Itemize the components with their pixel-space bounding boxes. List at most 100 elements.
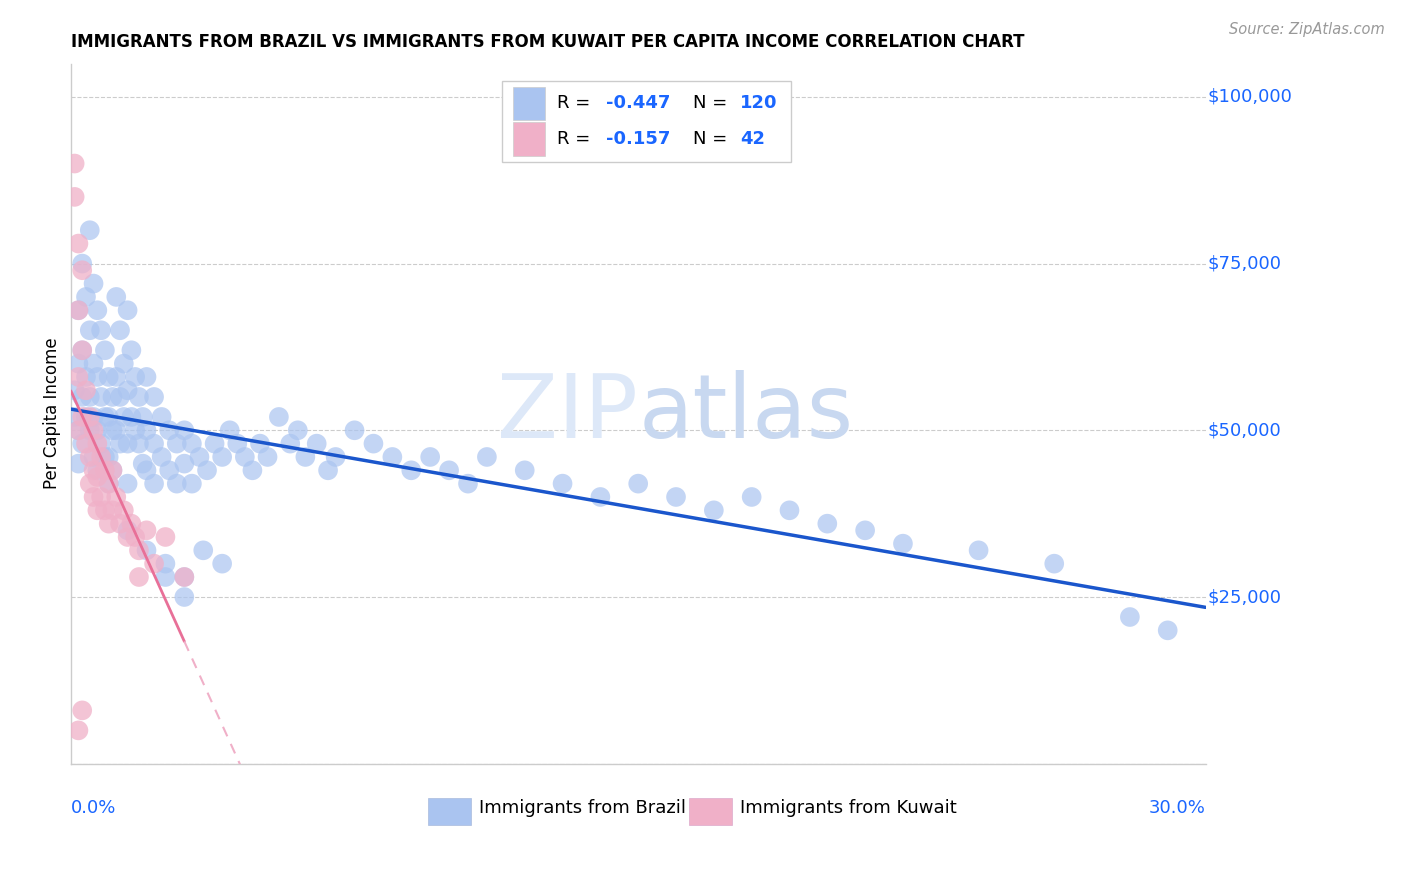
Point [63, 384, 86, 398]
Point [83, 423, 105, 437]
Point [70, 343, 93, 358]
Point [1119, 610, 1142, 624]
Point [173, 590, 195, 604]
Point [108, 390, 131, 404]
Point [79, 409, 101, 424]
Point [70, 390, 93, 404]
Point [155, 530, 177, 544]
Point [143, 436, 166, 450]
Point [94, 463, 117, 477]
Point [75, 370, 97, 384]
Point [67, 423, 90, 437]
Point [124, 423, 146, 437]
Point [105, 490, 128, 504]
Text: 0.0%: 0.0% [70, 798, 117, 817]
Point [188, 450, 211, 464]
Point [67, 723, 90, 738]
Point [105, 370, 128, 384]
Point [108, 516, 131, 531]
Text: 30.0%: 30.0% [1149, 798, 1205, 817]
Y-axis label: Per Capita Income: Per Capita Income [44, 338, 60, 490]
Point [63, 409, 86, 424]
Point [128, 570, 150, 584]
Point [278, 436, 301, 450]
Point [381, 450, 404, 464]
Point [128, 436, 150, 450]
Point [193, 543, 215, 558]
Point [135, 543, 157, 558]
Bar [513, 122, 546, 156]
Point [97, 450, 120, 464]
Point [287, 423, 309, 437]
Point [70, 703, 93, 717]
Point [86, 423, 108, 437]
Point [70, 263, 93, 277]
Point [226, 436, 249, 450]
Point [70, 409, 93, 424]
Point [305, 436, 328, 450]
Point [135, 423, 157, 437]
Point [117, 303, 139, 318]
Text: Immigrants from Brazil: Immigrants from Brazil [479, 799, 686, 817]
Point [101, 390, 124, 404]
Point [112, 503, 135, 517]
Point [83, 490, 105, 504]
Point [90, 436, 112, 450]
Text: atlas: atlas [638, 370, 853, 457]
Point [132, 409, 155, 424]
Point [120, 516, 142, 531]
Point [419, 450, 441, 464]
Point [211, 450, 233, 464]
Point [211, 557, 233, 571]
Point [86, 303, 108, 318]
Point [316, 463, 339, 477]
Point [112, 409, 135, 424]
Point [475, 450, 498, 464]
Point [101, 463, 124, 477]
Point [70, 256, 93, 270]
Point [150, 450, 173, 464]
Point [94, 409, 117, 424]
Text: R =: R = [557, 130, 596, 148]
Bar [513, 87, 546, 120]
Point [97, 476, 120, 491]
Point [79, 450, 101, 464]
Text: $50,000: $50,000 [1208, 421, 1281, 439]
Point [83, 357, 105, 371]
Point [86, 370, 108, 384]
Point [79, 323, 101, 337]
Text: N =: N = [693, 130, 733, 148]
Point [180, 476, 202, 491]
Point [249, 436, 271, 450]
Point [343, 423, 366, 437]
Point [67, 457, 90, 471]
Point [363, 436, 385, 450]
Point [195, 463, 218, 477]
Point [79, 423, 101, 437]
Point [779, 503, 801, 517]
Point [703, 503, 725, 517]
Point [94, 343, 117, 358]
Point [97, 476, 120, 491]
Point [294, 450, 316, 464]
Point [75, 436, 97, 450]
Point [120, 343, 142, 358]
Point [112, 357, 135, 371]
Point [120, 409, 142, 424]
Point [155, 557, 177, 571]
Point [70, 343, 93, 358]
Point [79, 223, 101, 237]
Point [204, 436, 226, 450]
Text: Immigrants from Kuwait: Immigrants from Kuwait [741, 799, 957, 817]
Point [67, 303, 90, 318]
Point [267, 409, 290, 424]
Point [589, 490, 612, 504]
Text: N =: N = [693, 95, 733, 112]
Point [79, 476, 101, 491]
Point [97, 409, 120, 424]
Point [117, 524, 139, 538]
Text: 42: 42 [741, 130, 765, 148]
Point [75, 384, 97, 398]
Point [86, 436, 108, 450]
Point [665, 490, 688, 504]
